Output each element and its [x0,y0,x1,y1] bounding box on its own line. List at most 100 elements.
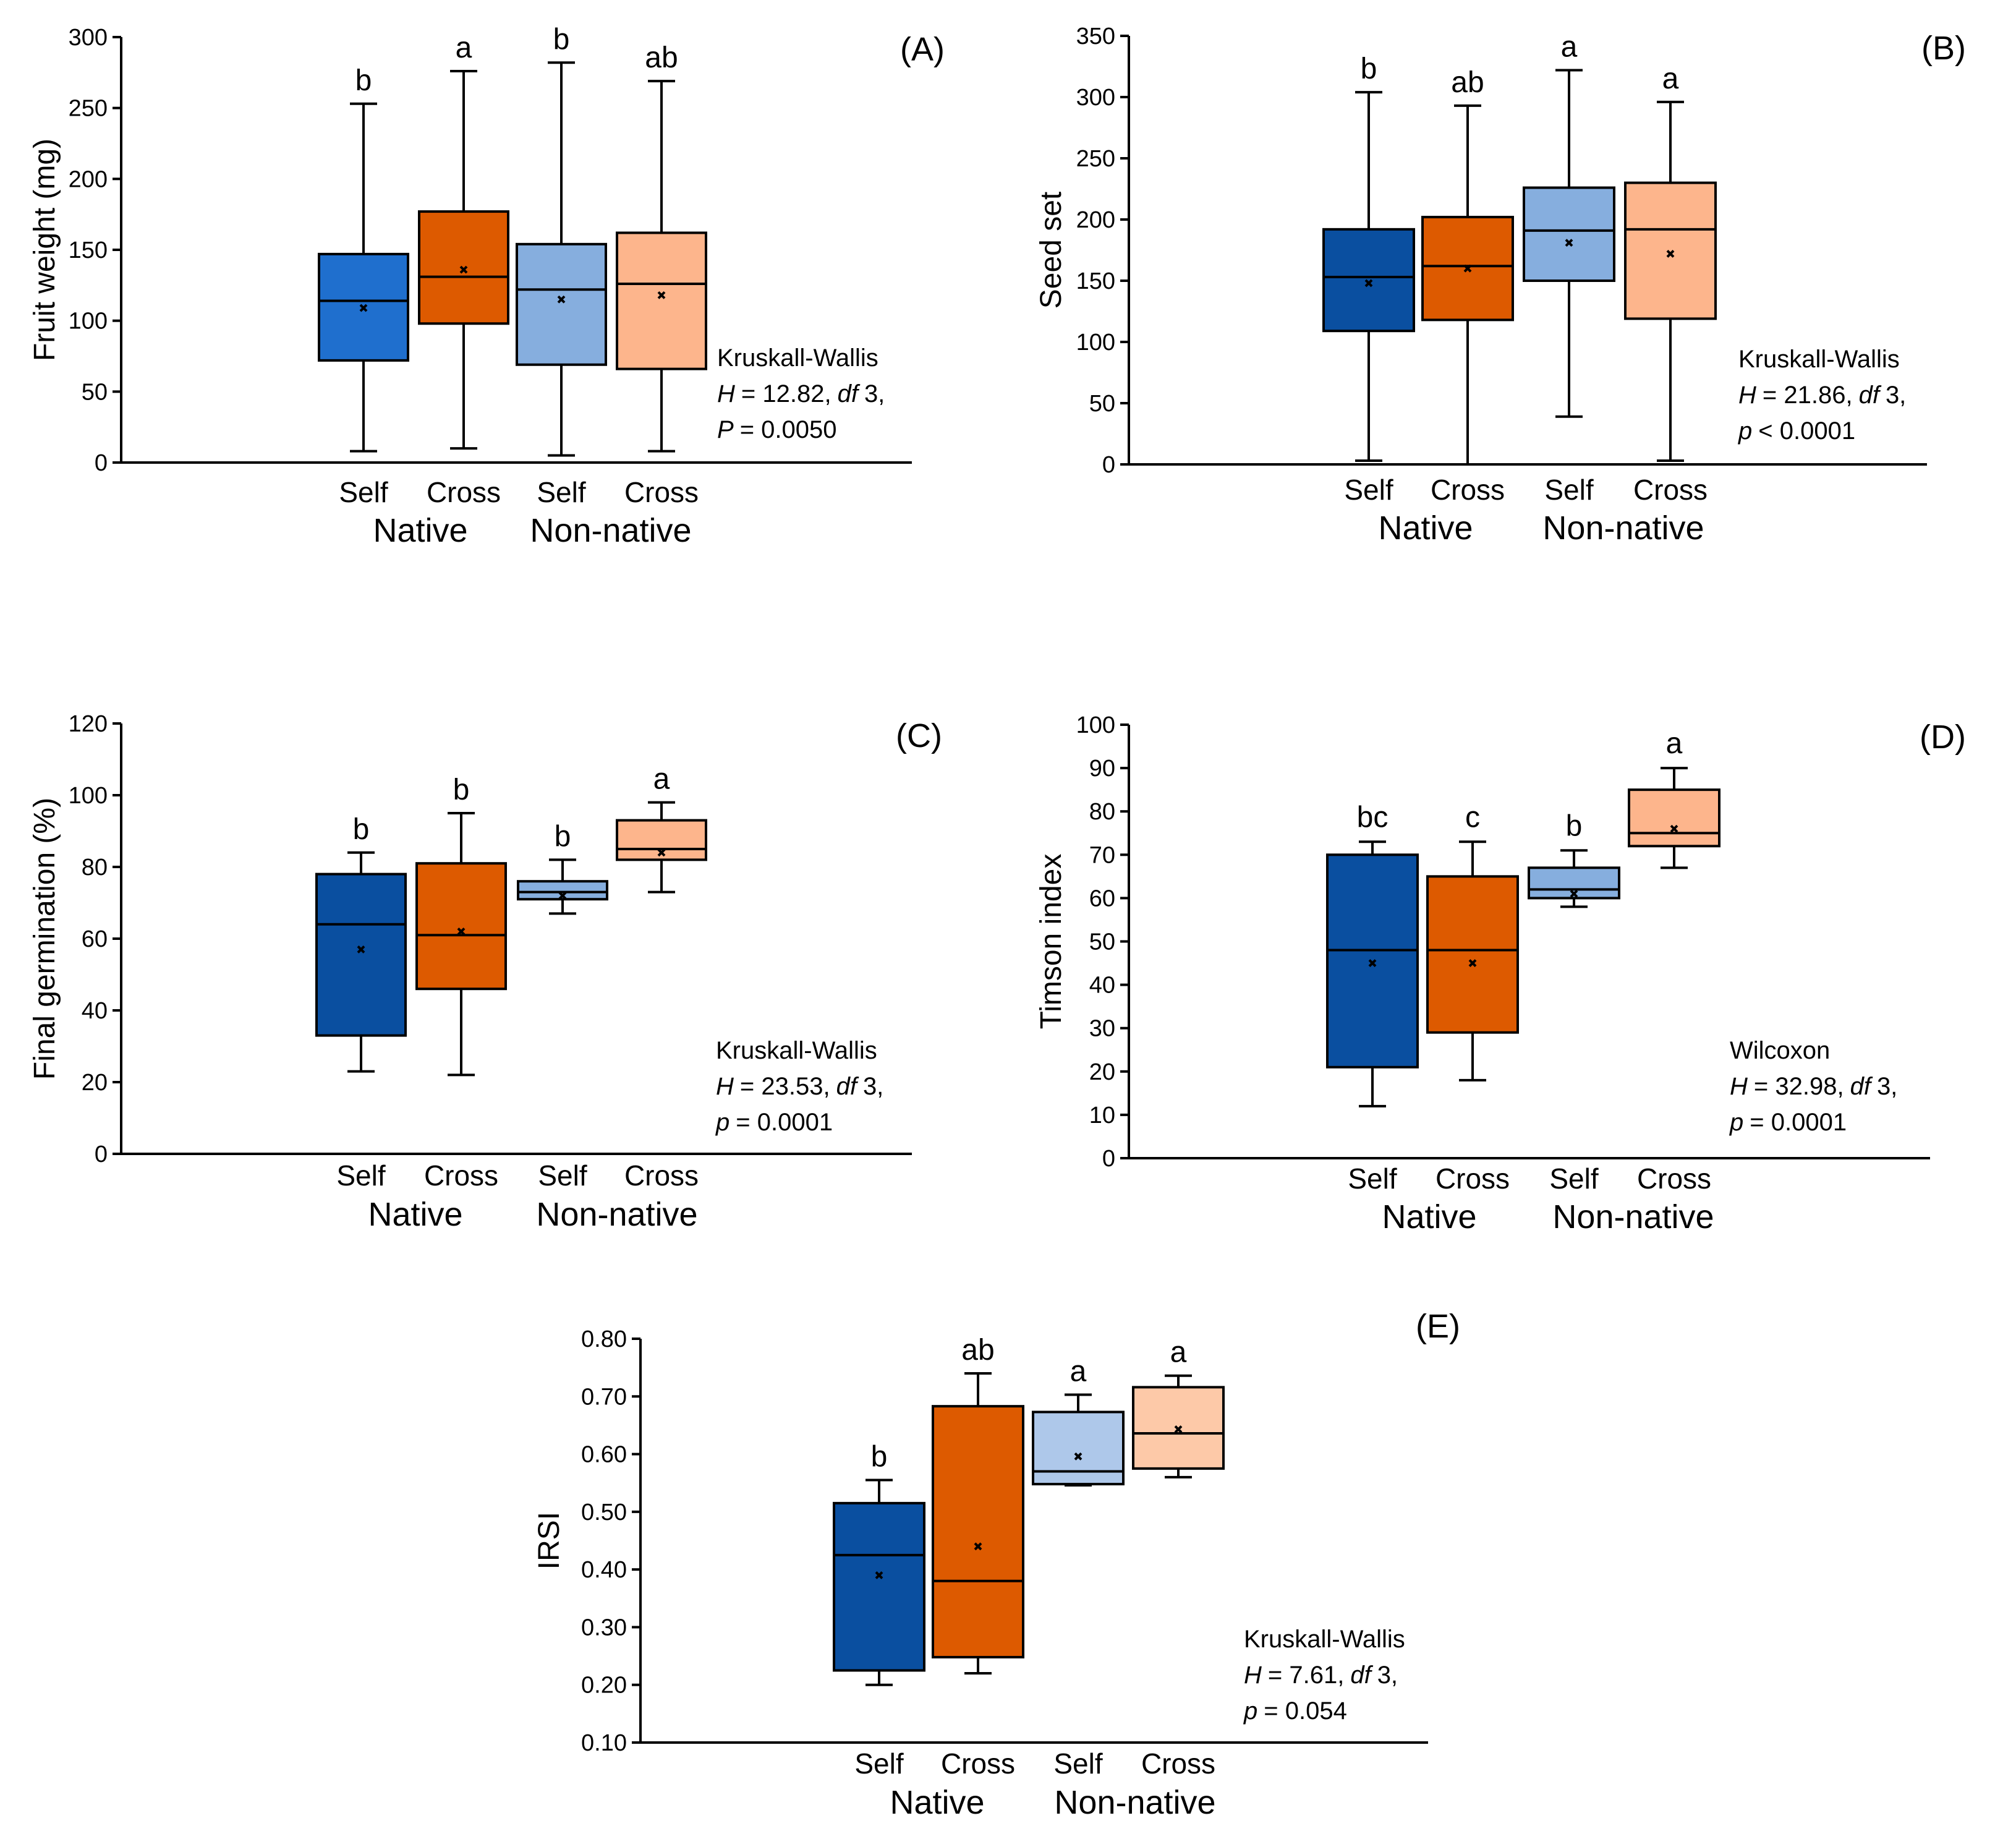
significance-letter: a [1561,30,1578,63]
stat-h-label: H [716,1073,734,1100]
y-tick-label: 20 [1089,1059,1115,1085]
panel-label: (B) [1921,30,1966,67]
x-group-label: Non-native [1542,510,1704,547]
stat-p-line: p = 0.0001 [715,1109,833,1136]
stat-h-label: H [1738,382,1756,409]
stat-df-value: 3, [1886,382,1906,409]
mean-marker-stroke [1666,250,1675,258]
x-category-label: Self [537,476,585,508]
stat-h-value: = 32.98, [1754,1073,1844,1100]
x-category-label: Self [1348,1163,1397,1195]
significance-letter: a [1662,62,1679,95]
y-tick-label: 100 [69,783,108,809]
y-tick-label: 60 [82,926,108,952]
stat-h-value: = 12.82, [741,380,831,407]
iqr-box [932,1405,1024,1658]
stat-df-label: df [1850,1073,1873,1100]
y-tick-label: 100 [69,309,108,335]
significance-letter: ab [961,1334,994,1367]
stat-p-value: = 0.0050 [740,416,837,443]
y-axis-label: Final germination (%) [28,798,61,1080]
x-group-label: Native [890,1784,984,1821]
x-category-label: Self [538,1159,587,1192]
significance-letter: b [353,813,370,846]
box-non-native-self: b [1528,809,1620,908]
mean-marker-stroke [1670,824,1678,833]
mean-marker-stroke [657,291,666,299]
stat-p-line: P = 0.0050 [717,416,837,443]
y-tick-label: 0 [95,1141,108,1167]
mean-marker-stroke [457,927,466,936]
stat-test-name: Kruskall-Wallis [717,344,878,372]
chart-panel-c: 0 20 40 60 80 100 120 Final germination (%) b Sel… [28,711,942,1233]
y-tick-label: 60 [1089,885,1115,911]
significance-letter: ab [1451,66,1484,99]
x-category-label: Cross [424,1159,498,1192]
iqr-box [833,1501,925,1672]
significance-letter: bc [1357,801,1389,834]
x-group-label: Native [373,512,467,549]
mean-marker-stroke [1074,1452,1082,1461]
box-native-self: bc [1326,801,1419,1107]
mean-marker [557,295,566,304]
stat-p-label: p [1243,1697,1257,1725]
y-tick-label: 0 [95,450,108,476]
y-axis-label: IRSI [533,1512,566,1569]
y-tick-label: 40 [82,998,108,1024]
box-native-self: b [833,1441,925,1686]
x-category-label: Self [1053,1747,1102,1780]
x-group-label: Native [1378,510,1473,547]
mean-marker-stroke [657,848,666,857]
stat-p-line: p = 0.054 [1243,1697,1347,1725]
mean-marker [974,1542,982,1551]
y-tick-label: 90 [1089,756,1115,782]
y-tick-label: 0.70 [581,1384,627,1410]
stat-h-line: H = 21.86, df 3, [1738,382,1906,409]
iqr-box [616,231,707,370]
iqr-box [1322,228,1415,333]
y-tick-label: 10 [1089,1103,1115,1129]
mean-marker [1666,250,1675,258]
box-native-cross: ab [1421,66,1514,466]
significance-letter: b [871,1441,888,1474]
stat-h-value: = 7.61, [1268,1662,1344,1689]
mean-marker [558,891,567,900]
x-category-label: Cross [427,476,501,508]
box-non-native-self: a [1523,30,1615,418]
significance-letter: b [453,774,470,806]
mean-marker-stroke [974,1542,982,1551]
x-category-label: Cross [941,1747,1015,1780]
x-category-label: Cross [1431,474,1505,506]
significance-letter: b [553,23,570,56]
x-category-label: Self [1344,474,1393,506]
y-tick-label: 80 [82,855,108,881]
y-tick-label: 100 [1076,330,1115,356]
mean-marker-stroke [1463,264,1472,273]
y-tick-label: 150 [1076,268,1115,294]
iqr-box [1628,788,1720,848]
mean-marker-stroke [1368,959,1377,967]
iqr-box [516,242,607,366]
iqr-box [415,862,507,991]
stat-test-name: Kruskall-Wallis [716,1037,877,1064]
y-tick-label: 0.60 [581,1442,627,1468]
y-tick-label: 0.40 [581,1557,627,1583]
box-non-native-cross: a [1132,1336,1225,1478]
x-category-label: Self [854,1747,903,1780]
mean-marker [1565,239,1573,247]
y-tick-label: 0.10 [581,1730,627,1756]
significance-letter: a [1070,1355,1087,1388]
y-tick-label: 50 [82,379,108,405]
mean-marker-stroke [557,295,566,304]
x-category-label: Self [336,1159,385,1192]
stat-h-label: H [1244,1662,1262,1689]
box-non-native-self: b [516,23,607,457]
y-tick-label: 50 [1089,391,1115,417]
mean-marker-stroke [459,265,468,274]
y-tick-label: 350 [1076,23,1115,49]
stat-h-line: H = 23.53, df 3, [716,1073,883,1100]
y-tick-label: 250 [1076,146,1115,172]
chart-panel-a: 0 50 100 150 200 250 300 Fruit weight (mg) b Self… [28,23,945,549]
